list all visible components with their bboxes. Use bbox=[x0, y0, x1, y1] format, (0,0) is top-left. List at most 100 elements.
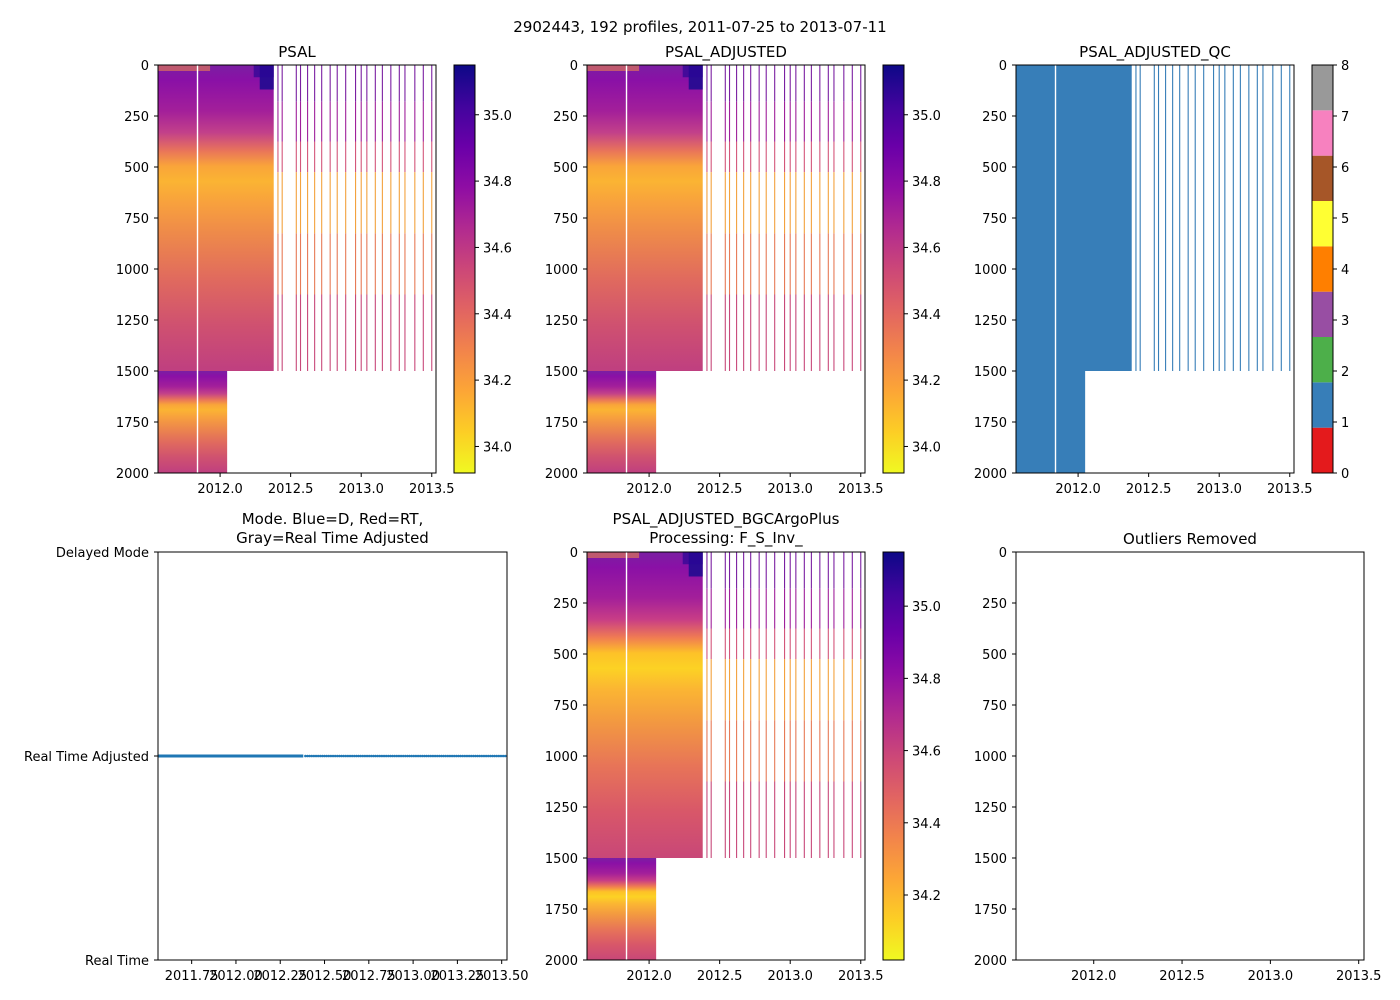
y-tick-label: 1750 bbox=[545, 416, 578, 431]
mode-point bbox=[338, 754, 341, 758]
panel-title: PSAL_ADJUSTED_QC bbox=[1079, 43, 1231, 62]
colorbar-tick-label: 34.8 bbox=[912, 672, 941, 687]
colorbar-tick-label: 34.6 bbox=[912, 745, 941, 760]
mode-point bbox=[474, 754, 477, 758]
mode-point bbox=[410, 754, 413, 758]
mode-point bbox=[495, 754, 499, 758]
mode-point bbox=[387, 754, 390, 758]
panel-psal: PSAL 0 250 500 750 1000 1250 1500 1750 2000 2012.0… bbox=[116, 43, 512, 497]
mode-point bbox=[478, 754, 482, 758]
y-tick-label: 500 bbox=[982, 648, 1007, 663]
y-tick-label: 0 bbox=[999, 546, 1007, 561]
heatmap-surface-streak bbox=[158, 65, 211, 71]
mode-point bbox=[427, 754, 430, 758]
colorbar-tick-label: 34.4 bbox=[912, 308, 941, 323]
mode-point bbox=[310, 754, 314, 758]
x-tick-label: 2013.0 bbox=[1196, 482, 1242, 497]
heatmap-high-salinity-patch-top bbox=[682, 552, 703, 565]
colorbar-tick-label: 1 bbox=[1341, 416, 1349, 431]
colorbar-tick-label: 34.8 bbox=[483, 175, 512, 190]
mode-point bbox=[308, 754, 311, 758]
panel-psal-adjusted-qc: PSAL_ADJUSTED_QC025050075010001250150017… bbox=[974, 43, 1349, 497]
mode-point bbox=[465, 754, 469, 758]
mode-point bbox=[438, 754, 441, 758]
y-tick-label: 1750 bbox=[974, 416, 1007, 431]
mode-point bbox=[461, 754, 465, 758]
colorbar-tick-label: 8 bbox=[1341, 59, 1349, 74]
colorbar-segment bbox=[1312, 427, 1333, 473]
mode-point bbox=[340, 754, 343, 758]
x-tick-label: 2012.5 bbox=[697, 969, 743, 984]
x-tick-label: 2012.75 bbox=[342, 969, 396, 984]
axes-frame bbox=[1015, 551, 1365, 961]
heatmap-field-upper bbox=[158, 65, 274, 371]
x-tick-label: 2013.5 bbox=[1267, 482, 1313, 497]
mode-point bbox=[393, 754, 396, 758]
mode-point bbox=[380, 754, 384, 758]
mode-point bbox=[348, 754, 352, 758]
mode-point bbox=[435, 754, 439, 758]
heatmap-field-upper bbox=[1016, 65, 1132, 371]
y-tick-label: 1500 bbox=[974, 852, 1007, 867]
y-tick-label: 1500 bbox=[116, 365, 149, 380]
mode-point bbox=[325, 754, 328, 758]
mode-point bbox=[369, 754, 373, 758]
mode-point bbox=[469, 754, 473, 758]
y-tick-label: 250 bbox=[982, 110, 1007, 125]
colorbar-segment bbox=[1312, 110, 1333, 156]
mode-point bbox=[452, 754, 456, 758]
mode-point bbox=[327, 754, 331, 758]
mode-point bbox=[331, 754, 335, 758]
x-tick-label: 2012.25 bbox=[253, 969, 307, 984]
heatmap-high-salinity-patch-top bbox=[253, 65, 274, 78]
mode-point bbox=[421, 754, 424, 758]
y-tick-label: 1250 bbox=[974, 801, 1007, 816]
mode-point bbox=[312, 754, 316, 758]
panel-title: PSAL bbox=[278, 43, 316, 61]
mode-point bbox=[367, 754, 371, 758]
mode-point bbox=[476, 754, 479, 758]
colorbar-tick-label: 34.6 bbox=[483, 241, 512, 256]
colorbar bbox=[882, 64, 905, 474]
panel-title-line1: PSAL_ADJUSTED_BGCArgoPlus bbox=[613, 510, 840, 529]
y-tick-label: 500 bbox=[553, 648, 578, 663]
x-tick-label: 2012.0 bbox=[1071, 969, 1117, 984]
mode-point bbox=[355, 754, 358, 758]
panel-psal-adjusted: PSAL_ADJUSTED 0 250 500 750 1000 1250 1500 1750 2… bbox=[545, 43, 941, 497]
heatmap-field-upper bbox=[587, 552, 703, 858]
mode-point bbox=[455, 754, 458, 758]
y-tick-label: 2000 bbox=[974, 467, 1007, 482]
colorbar-tick-label: 34.4 bbox=[912, 817, 941, 832]
panel-title: PSAL_ADJUSTED bbox=[665, 43, 787, 62]
colorbar-tick-label: 5 bbox=[1341, 212, 1349, 227]
x-tick-label: 2013.00 bbox=[386, 969, 440, 984]
colorbar-tick-label: 34.2 bbox=[912, 889, 941, 904]
mode-point bbox=[321, 754, 324, 758]
x-tick-label: 2012.5 bbox=[697, 482, 743, 497]
figure-suptitle: 2902443, 192 profiles, 2011-07-25 to 201… bbox=[513, 18, 886, 36]
mode-point bbox=[467, 754, 471, 758]
x-tick-label: 2012.0 bbox=[626, 482, 672, 497]
mode-point bbox=[406, 754, 409, 758]
x-tick-label: 2013.5 bbox=[1336, 969, 1382, 984]
colorbar-tick-label: 3 bbox=[1341, 314, 1349, 329]
x-tick-label: 2012.0 bbox=[197, 482, 243, 497]
mode-point bbox=[493, 754, 496, 758]
mode-point bbox=[463, 754, 467, 758]
mode-point bbox=[384, 754, 388, 758]
y-tick-label: 2000 bbox=[545, 954, 578, 969]
x-tick-label: 2013.0 bbox=[767, 482, 813, 497]
x-tick-label: 2013.25 bbox=[431, 969, 485, 984]
y-tick-label: 0 bbox=[570, 59, 578, 74]
panel-outliers-removed: Outliers Removed 0 250 500 750 1000 1250 1500 17… bbox=[974, 530, 1382, 984]
mode-point bbox=[378, 754, 382, 758]
mode-point bbox=[323, 754, 326, 758]
y-tick-label: 1250 bbox=[116, 314, 149, 329]
mode-point bbox=[472, 754, 475, 758]
mode-point bbox=[391, 754, 394, 758]
mode-point bbox=[416, 754, 420, 758]
x-tick-label: 2012.50 bbox=[298, 969, 352, 984]
mode-point bbox=[423, 754, 426, 758]
panel-mode: Mode. Blue=D, Red=RT,Gray=Real Time Adju… bbox=[24, 510, 529, 984]
